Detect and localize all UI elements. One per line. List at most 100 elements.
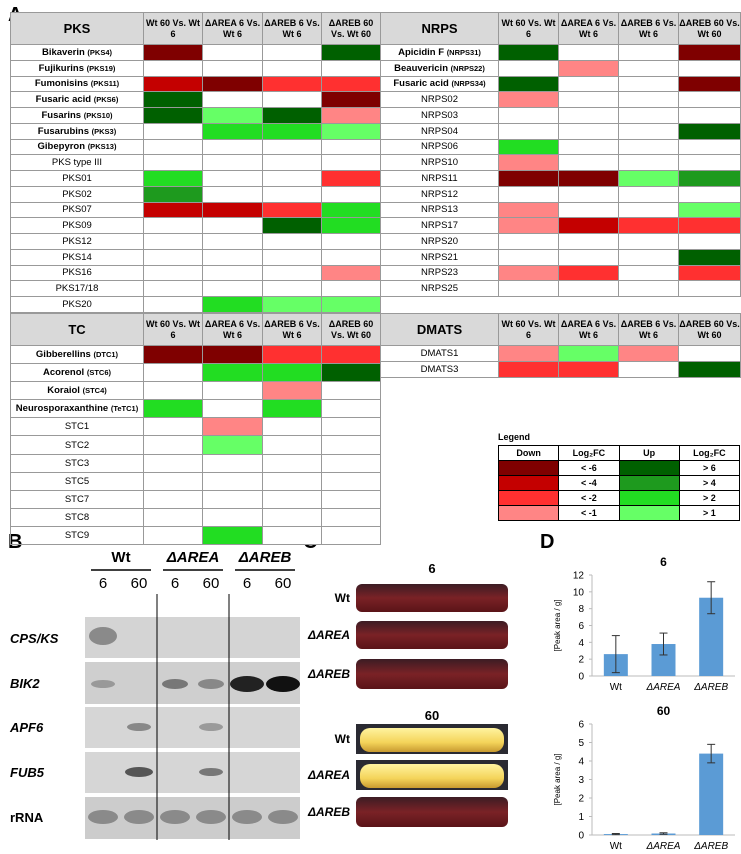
row: PKS12 — [10, 233, 381, 250]
row-name: NRPS21 — [380, 248, 499, 266]
heat-cell — [558, 217, 619, 234]
row-name: NRPS23 — [380, 264, 499, 282]
heat-cell — [143, 170, 203, 187]
compound-name: Fusaric acid — [393, 78, 449, 90]
heat-cell — [678, 217, 741, 234]
heat-cell — [202, 59, 263, 77]
heat-cell — [143, 489, 203, 509]
row-name: STC8 — [10, 507, 144, 527]
heat-cell — [618, 154, 679, 171]
heat-cell — [618, 201, 679, 219]
timepoint-label: 60 — [425, 708, 439, 723]
compound-name: STC9 — [64, 529, 90, 541]
chart-title: 60 — [657, 704, 671, 718]
compound-name: NRPS23 — [421, 267, 458, 279]
heat-cell — [618, 360, 679, 378]
heat-cell — [262, 75, 322, 93]
heat-cell — [321, 233, 381, 250]
blot-strip — [85, 797, 300, 839]
heat-cell — [143, 185, 203, 203]
y-tick-label: 6 — [578, 621, 584, 632]
plate-photo — [356, 621, 508, 649]
heat-cell — [618, 138, 679, 156]
plate-photo — [356, 659, 508, 689]
row-name: NRPS06 — [380, 138, 499, 156]
row: DMATS3 — [380, 360, 741, 378]
heat-cell — [143, 471, 203, 491]
heat-cell — [202, 44, 263, 61]
compound-name: Beauvericin — [394, 62, 449, 74]
row: Fusarubins (PKS3) — [10, 122, 381, 140]
heat-cell — [202, 248, 263, 266]
row: PKS07 — [10, 201, 381, 219]
column-header: ΔAREB 60 Vs. Wt 60 — [678, 313, 741, 346]
heat-cell — [202, 435, 263, 455]
row-name: Koraiol (STC4) — [10, 381, 144, 401]
row: Gibepyron (PKS13) — [10, 138, 381, 156]
row: Neurosporaxanthine (TeTC1) — [10, 399, 381, 419]
compound-name: NRPS10 — [421, 157, 458, 169]
heat-cell — [262, 525, 322, 546]
compound-name: DMATS1 — [420, 347, 459, 359]
column-header: ΔAREA 6 Vs. Wt 6 — [558, 12, 619, 45]
row-name: NRPS11 — [380, 170, 499, 187]
legend-label: < -2 — [558, 490, 620, 506]
heat-cell — [262, 363, 322, 383]
compound-name: PKS09 — [62, 220, 92, 232]
heat-cell — [618, 122, 679, 140]
row: NRPS06 — [380, 138, 741, 156]
column-header: ΔAREB 60 Vs. Wt 60 — [321, 313, 381, 346]
row-name: STC1 — [10, 417, 144, 437]
y-axis-label: [Peak area / g] — [553, 753, 562, 805]
plates — [356, 584, 508, 827]
legend-row: < -6 > 6 — [497, 460, 741, 476]
heat-cell — [618, 280, 679, 297]
row-name: DMATS1 — [380, 345, 499, 362]
y-tick-label: 10 — [573, 587, 585, 598]
panel-label: D — [540, 531, 555, 553]
row-name: STC3 — [10, 453, 144, 473]
plate-photo — [356, 797, 508, 827]
row: PKS09 — [10, 217, 381, 234]
compound-name: PKS14 — [62, 251, 92, 263]
heat-cell — [202, 381, 263, 401]
column-header: Wt 60 Vs. Wt 6 — [498, 12, 559, 45]
blot-strip — [85, 662, 300, 704]
row: Fujikurins (PKS19) — [10, 59, 381, 77]
heat-cell — [321, 417, 381, 437]
row-name: Fusaric acid (NRPS34) — [380, 75, 499, 93]
heat-cell — [498, 345, 559, 362]
row-name: Fusarubins (PKS3) — [10, 122, 144, 140]
cluster-code: (DTC1) — [93, 350, 119, 360]
row-name: STC7 — [10, 489, 144, 509]
timepoint-label: 6 — [428, 561, 435, 576]
row: PKS02 — [10, 185, 381, 203]
lane-label: 60 — [203, 575, 220, 592]
legend-swatch — [497, 460, 560, 476]
heat-cell — [558, 91, 619, 108]
row-name: Bikaverin (PKS4) — [10, 44, 144, 61]
band — [199, 723, 223, 731]
compound-name: Gibberellins — [35, 349, 91, 361]
compound-name: PKS17/18 — [55, 283, 99, 295]
heat-cell — [202, 417, 263, 437]
compound-name: NRPS12 — [421, 188, 458, 200]
column-header: ΔAREB 6 Vs. Wt 6 — [262, 313, 322, 346]
row: DMATS1 — [380, 345, 741, 362]
row-name: NRPS04 — [380, 122, 499, 140]
compound-name: NRPS13 — [421, 204, 458, 216]
row: NRPS11 — [380, 170, 741, 187]
row-name: Acorenol (STC6) — [10, 363, 144, 383]
heat-cell — [678, 138, 741, 156]
heat-cell — [262, 59, 322, 77]
legend-label: < -1 — [558, 505, 620, 521]
band — [199, 768, 223, 776]
row: PKS type III — [10, 154, 381, 171]
band — [127, 723, 151, 731]
row-name: STC9 — [10, 525, 144, 546]
row: Gibberellins (DTC1) — [10, 344, 381, 365]
row-name: Apicidin F (NRPS31) — [380, 44, 499, 61]
row-name: Fujikurins (PKS19) — [10, 59, 144, 77]
column-header: ΔAREB 6 Vs. Wt 6 — [618, 313, 679, 346]
